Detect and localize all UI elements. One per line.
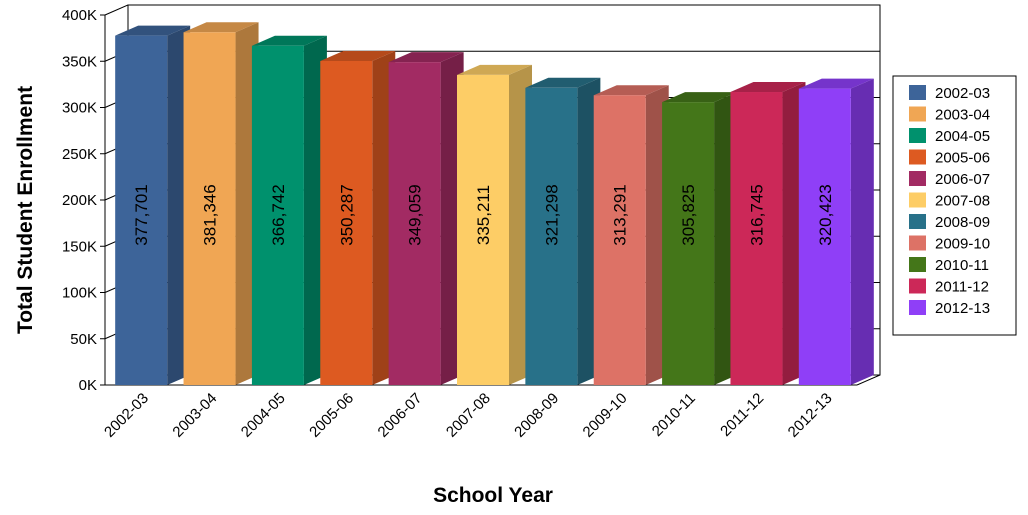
- bar-value-label: 313,291: [611, 184, 630, 245]
- bar-top: [730, 82, 806, 93]
- bar-value-label: 381,346: [201, 184, 220, 245]
- x-tick-label: 2007-08: [443, 390, 494, 441]
- bar: [388, 62, 441, 386]
- x-tick-label: 2005-06: [306, 390, 357, 441]
- x-tick-label: 2010-11: [649, 390, 699, 440]
- bar-value-label: 321,298: [542, 184, 561, 245]
- legend-label: 2010-11: [935, 257, 989, 274]
- x-tick-label: 2012-13: [785, 390, 836, 441]
- legend-swatch: [909, 171, 926, 186]
- bar-value-label: 316,745: [747, 184, 766, 245]
- legend-label: 2012-13: [935, 300, 990, 317]
- x-tick-label: 2003-04: [169, 390, 220, 441]
- y-tick-label: 300K: [62, 100, 97, 117]
- bar-value-label: 349,059: [406, 184, 425, 245]
- x-tick-label: 2002-03: [101, 390, 152, 441]
- legend-swatch: [909, 235, 926, 251]
- legend-label: 2006-07: [935, 171, 990, 188]
- bar-top: [115, 25, 191, 36]
- y-axis-title: Total Student Enrollment: [14, 86, 37, 334]
- x-tick-label: 2008-09: [511, 390, 562, 441]
- legend-label: 2008-09: [935, 214, 990, 231]
- x-axis-title: School Year: [433, 484, 553, 507]
- bar: [730, 92, 783, 386]
- x-tick-label: 2011-12: [717, 390, 767, 440]
- bar-top: [251, 35, 327, 46]
- legend-swatch: [909, 278, 926, 294]
- y-tick-label: 0K: [79, 377, 97, 394]
- legend-swatch: [909, 214, 926, 229]
- bar-value-label: 320,423: [816, 184, 835, 245]
- legend-swatch: [909, 300, 926, 315]
- bar-top: [320, 50, 396, 61]
- bar-top: [525, 77, 601, 88]
- floor-right-edge: [856, 374, 881, 386]
- bar-value-label: 366,742: [269, 184, 288, 245]
- legend-swatch: [909, 192, 926, 208]
- legend-label: 2004-05: [935, 128, 990, 145]
- legend-swatch: [909, 106, 926, 122]
- legend-label: 2002-03: [935, 85, 990, 102]
- bar: [525, 87, 578, 385]
- x-tick-label: 2006-07: [375, 390, 426, 441]
- y-tick-label: 50K: [70, 331, 97, 348]
- x-tick-label: 2004-05: [238, 390, 289, 441]
- bar-top: [662, 92, 738, 103]
- bar: [251, 45, 304, 386]
- legend-label: 2009-10: [935, 236, 990, 253]
- bar: [457, 74, 509, 386]
- bar: [320, 60, 373, 385]
- y-tick-label: 400K: [62, 7, 97, 24]
- y-tick-label: 200K: [62, 192, 97, 209]
- legend-label: 2011-12: [935, 279, 989, 296]
- x-tick-label: 2009-10: [580, 390, 631, 441]
- bar-value-label: 305,825: [679, 184, 698, 245]
- bar-top: [457, 64, 532, 75]
- bar-side: [850, 78, 874, 385]
- bar: [183, 32, 236, 386]
- bar-top: [593, 85, 669, 96]
- y-tick-label: 350K: [62, 53, 97, 70]
- bar-value-label: 335,211: [474, 185, 493, 245]
- bar: [662, 102, 715, 385]
- bar: [593, 95, 646, 386]
- legend-label: 2005-06: [935, 150, 990, 167]
- bar: [115, 35, 168, 385]
- bar-top: [798, 78, 874, 89]
- bar-top: [388, 52, 464, 63]
- legend-swatch: [909, 257, 926, 272]
- legend-swatch: [909, 128, 926, 143]
- bar-value-label: 350,287: [337, 184, 356, 245]
- y-tick-label: 100K: [62, 285, 97, 302]
- bar-value-label: 377,701: [132, 184, 151, 245]
- legend-label: 2003-04: [935, 107, 990, 124]
- bar: [798, 88, 851, 385]
- legend-label: 2007-08: [935, 193, 990, 210]
- y-tick-label: 150K: [62, 238, 97, 255]
- legend-swatch: [909, 85, 926, 100]
- bar-top: [183, 22, 259, 33]
- legend-swatch: [909, 149, 926, 165]
- plot-top-edge: [104, 4, 129, 16]
- y-tick-label: 250K: [62, 146, 97, 163]
